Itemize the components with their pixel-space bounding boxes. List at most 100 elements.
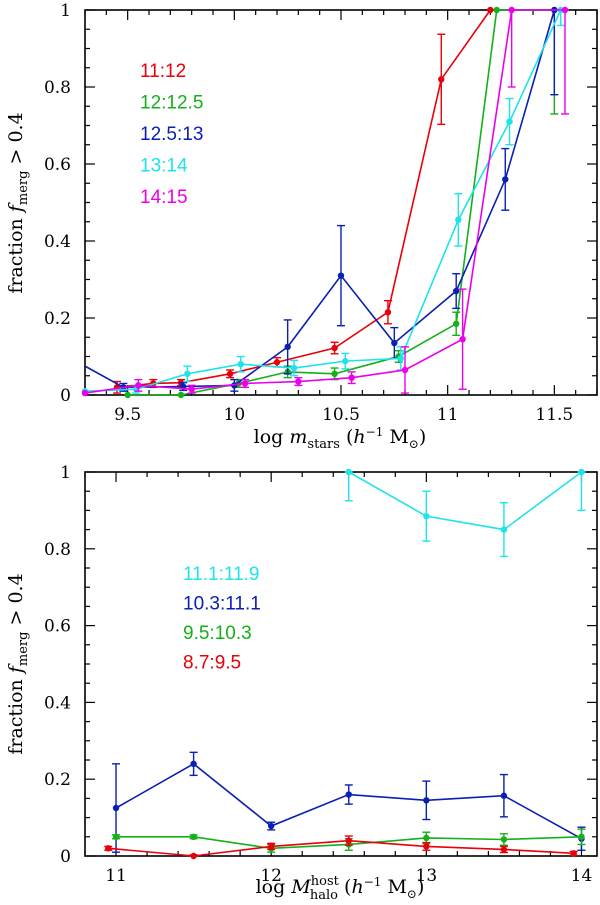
data-point	[267, 843, 275, 850]
data-point	[190, 852, 197, 860]
data-point	[188, 386, 195, 393]
data-point	[459, 335, 466, 343]
top-ticks	[84, 9, 598, 396]
bottom-x-axis-label: log Mhost halo (h−1 M⊙)	[256, 874, 425, 903]
data-point	[401, 366, 409, 374]
data-point	[81, 389, 89, 397]
data-point	[500, 836, 508, 843]
bottom-x-tick-labels: 11 12 13 14	[105, 866, 592, 886]
y-tick-label: 1	[60, 1, 71, 21]
data-point	[500, 526, 508, 533]
data-point	[502, 176, 509, 183]
y-tick-label: 1	[60, 463, 71, 483]
data-point	[273, 359, 281, 366]
series-14-15	[81, 6, 569, 397]
bottom-ticks	[84, 471, 597, 857]
data-point	[105, 845, 112, 852]
x-tick-label: 11.5	[535, 405, 573, 425]
series-line	[348, 471, 582, 531]
data-point	[290, 364, 298, 372]
data-point	[190, 833, 197, 840]
data-point	[397, 355, 404, 362]
y-tick-label: 0.2	[44, 309, 71, 329]
data-point	[226, 370, 234, 378]
data-point	[135, 382, 142, 389]
data-point	[453, 287, 460, 295]
legend-entry: 10.3:11.1	[183, 594, 261, 615]
data-point	[342, 357, 349, 365]
data-point	[331, 370, 338, 378]
data-point	[237, 361, 244, 368]
data-point	[487, 6, 494, 14]
data-point	[345, 791, 352, 798]
y-tick-label: 0.4	[44, 693, 71, 713]
x-tick-label: 9.5	[114, 405, 141, 425]
x-tick-label: 10	[224, 405, 246, 425]
data-point	[500, 792, 508, 799]
y-tick-label: 0	[60, 386, 71, 406]
y-tick-label: 0.6	[44, 155, 71, 175]
y-tick-label: 0.6	[44, 617, 71, 637]
x-tick-label: 11	[437, 405, 459, 425]
data-point	[331, 344, 338, 352]
y-tick-label: 0.2	[44, 770, 71, 790]
data-point	[267, 822, 275, 830]
data-point	[112, 804, 120, 812]
data-point	[337, 272, 345, 279]
data-point	[578, 468, 585, 476]
data-point	[423, 797, 430, 804]
y-tick-label: 0.8	[44, 78, 71, 98]
series-8-7-9-5	[104, 835, 578, 860]
top-x-tick-labels: 9.5 10 10.5 11 11.5	[114, 405, 573, 425]
data-point	[241, 380, 249, 387]
data-point	[423, 512, 430, 520]
data-point	[348, 374, 355, 381]
data-point	[384, 309, 392, 316]
legend-entry: 8.7:9.5	[183, 653, 241, 674]
data-point	[423, 834, 430, 842]
x-tick-label: 10.5	[322, 405, 360, 425]
data-point	[284, 343, 291, 351]
top-y-axis-label: fraction fmerg > 0.4	[5, 112, 31, 293]
data-point	[453, 320, 460, 327]
data-point	[455, 216, 462, 224]
series-line	[84, 9, 562, 392]
legend-entry: 11:12	[140, 61, 186, 82]
data-point	[184, 370, 191, 378]
x-tick-label: 14	[571, 866, 593, 886]
legend-entry: 13:14	[140, 156, 188, 177]
data-point	[295, 378, 302, 385]
data-point	[508, 6, 515, 14]
data-point	[493, 6, 500, 14]
bottom-y-tick-labels: 0 0.2 0.4 0.6 0.8 1	[44, 463, 71, 867]
top-panel: 0 0.2 0.4 0.6 0.8 1 9.5 10 10.5 11 11.5 11:12 12:1…	[5, 1, 598, 452]
top-series	[81, 6, 569, 399]
data-point	[578, 833, 585, 840]
series-12-12-5	[124, 6, 559, 399]
data-point	[391, 339, 398, 347]
top-x-axis-label: log mstars (h−1 M⊙)	[254, 425, 427, 452]
data-point	[570, 850, 577, 857]
x-tick-label: 13	[416, 866, 438, 886]
top-legend: 11:12 12:12.5 12.5:13 13:14 14:15	[140, 61, 203, 208]
y-tick-label: 0	[60, 847, 71, 867]
data-point	[506, 118, 513, 125]
bottom-panel: 0 0.2 0.4 0.6 0.8 1 11 12 13 14 11.1:11.9 10.3:11…	[5, 463, 598, 903]
legend-entry: 12:12.5	[140, 93, 203, 114]
data-point	[345, 837, 352, 844]
series-line	[84, 9, 565, 394]
data-point	[438, 76, 445, 83]
x-tick-label: 12	[260, 866, 282, 886]
data-point	[561, 6, 569, 14]
legend-entry: 14:15	[140, 187, 188, 208]
data-point	[177, 391, 185, 399]
legend-entry: 12.5:13	[140, 124, 203, 145]
y-tick-label: 0.8	[44, 540, 71, 560]
legend-entry: 11.1:11.9	[183, 564, 259, 585]
x-tick-label: 11	[105, 866, 127, 886]
data-point	[423, 843, 430, 850]
data-point	[500, 846, 508, 853]
y-tick-label: 0.4	[44, 232, 71, 252]
data-point	[190, 760, 197, 768]
